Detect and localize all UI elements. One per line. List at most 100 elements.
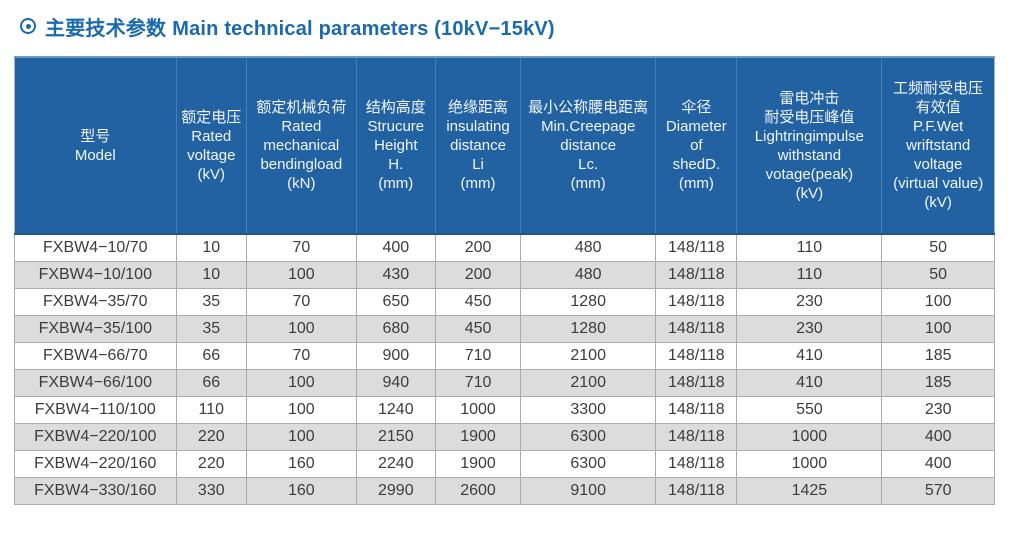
- value-cell: 185: [881, 369, 995, 397]
- column-header-line: of: [690, 137, 703, 154]
- value-cell: 1240: [355, 396, 436, 424]
- value-cell: 100: [881, 288, 995, 316]
- column-header-line: wriftstand: [906, 137, 971, 154]
- column-header-line: 最小公称腰电距离: [528, 99, 649, 116]
- column-header-rated-voltage: 额定电压 Rated voltage (kV): [175, 56, 247, 235]
- value-cell: 10: [175, 233, 248, 262]
- value-cell: 110: [175, 396, 248, 424]
- value-cell: 450: [434, 315, 522, 343]
- value-cell: 100: [246, 396, 357, 424]
- column-header-line: 结构高度: [365, 99, 426, 116]
- value-cell: 148/118: [655, 288, 738, 316]
- model-cell: FXBW4−10/70: [14, 233, 177, 262]
- circle-dot-icon: [20, 18, 36, 34]
- value-cell: 450: [434, 288, 522, 316]
- column-header-line: voltage: [187, 146, 236, 164]
- value-cell: 10: [175, 261, 248, 289]
- column-header-line: 工频耐受电压: [893, 80, 984, 97]
- table-header-row: 型号 Model 额定电压 Rated voltage (kV) 额定机械负荷 Rated me…: [14, 56, 995, 235]
- value-cell: 2150: [355, 423, 436, 451]
- value-cell: 148/118: [655, 477, 738, 505]
- column-header-shed-diameter: 伞径 Diameter of shedD. (mm): [655, 56, 737, 235]
- value-cell: 230: [736, 315, 883, 343]
- column-header-line: withstand: [777, 146, 842, 164]
- model-cell: FXBW4−330/160: [14, 477, 177, 505]
- column-header-line: votage(peak): [765, 165, 854, 183]
- value-cell: 148/118: [655, 342, 738, 370]
- column-header-structure-height: 结构高度 Strucure Height H. (mm): [355, 56, 436, 235]
- value-cell: 480: [520, 233, 657, 262]
- value-cell: 200: [434, 233, 522, 262]
- column-header-line: 绝缘距离: [448, 99, 509, 116]
- value-cell: 900: [355, 342, 436, 370]
- column-header-line: Li: [472, 156, 484, 173]
- value-cell: 148/118: [655, 261, 738, 289]
- column-header-bending-load: 额定机械负荷 Rated mechanical bendingload (kN): [246, 56, 357, 235]
- value-cell: 650: [355, 288, 436, 316]
- value-cell: 70: [246, 288, 357, 316]
- value-cell: 148/118: [655, 315, 738, 343]
- value-cell: 110: [736, 261, 883, 289]
- column-header-lightning-impulse: 雷电冲击 耐受电压峰值 Lightringimpulse withstand votag…: [736, 56, 882, 235]
- model-cell: FXBW4−220/160: [14, 450, 177, 478]
- value-cell: 160: [246, 477, 357, 505]
- column-header-line: Diameter: [665, 118, 727, 135]
- column-header-line: Lightringimpulse: [754, 127, 865, 145]
- value-cell: 550: [736, 396, 883, 424]
- model-cell: FXBW4−110/100: [14, 396, 177, 424]
- table-row: FXBW4−35/100 35 100 680 450 1280 148/118 230 100: [14, 315, 995, 343]
- parameters-table: 型号 Model 额定电压 Rated voltage (kV) 额定机械负荷 Rated me…: [14, 56, 995, 505]
- value-cell: 100: [246, 423, 357, 451]
- table-row: FXBW4−66/100 66 100 940 710 2100 148/118 410 185: [14, 369, 995, 397]
- value-cell: 9100: [520, 477, 657, 505]
- model-cell: FXBW4−220/100: [14, 423, 177, 451]
- table-body: FXBW4−10/70 10 70 400 200 480 148/118 110 50 FXBW…: [14, 233, 995, 505]
- column-header-line: Height: [374, 137, 418, 154]
- value-cell: 410: [736, 342, 883, 370]
- column-header-line: shedD.: [672, 156, 721, 173]
- value-cell: 100: [246, 261, 357, 289]
- value-cell: 100: [246, 315, 357, 343]
- value-cell: 3300: [520, 396, 657, 424]
- table-row: FXBW4−35/70 35 70 650 450 1280 148/118 230 100: [14, 288, 995, 316]
- value-cell: 35: [175, 315, 248, 343]
- column-header-line: Rated: [281, 118, 322, 135]
- value-cell: 400: [881, 423, 995, 451]
- column-header-line: 额定机械负荷: [256, 99, 347, 116]
- table-row: FXBW4−110/100 110 100 1240 1000 3300 148/118 55…: [14, 396, 995, 424]
- value-cell: 148/118: [655, 233, 738, 262]
- column-header-line: voltage: [913, 156, 963, 173]
- value-cell: 6300: [520, 423, 657, 451]
- value-cell: 148/118: [655, 450, 738, 478]
- column-header-line: (virtual value): [893, 175, 984, 192]
- section-title: 主要技术参数 Main technical parameters (10kV−15…: [20, 12, 995, 40]
- value-cell: 66: [175, 342, 248, 370]
- value-cell: 1000: [736, 450, 883, 478]
- column-header-line: 耐受电压峰值: [764, 108, 855, 126]
- table-header: 型号 Model 额定电压 Rated voltage (kV) 额定机械负荷 Rated me…: [14, 56, 995, 235]
- column-header-line: mechanical: [263, 137, 340, 154]
- column-header-line: 额定电压: [181, 108, 242, 126]
- value-cell: 400: [355, 233, 436, 262]
- value-cell: 220: [175, 423, 248, 451]
- value-cell: 570: [881, 477, 995, 505]
- column-header-line: 伞径: [681, 99, 712, 116]
- column-header-line: H.: [388, 156, 404, 173]
- column-header-pf-wet-withstand: 工频耐受电压 有效值 P.F.Wet wriftstand voltage (virtua…: [881, 56, 995, 235]
- value-cell: 50: [881, 261, 995, 289]
- column-header-line: Rated: [191, 127, 232, 145]
- value-cell: 70: [246, 342, 357, 370]
- value-cell: 2240: [355, 450, 436, 478]
- value-cell: 100: [246, 369, 357, 397]
- value-cell: 2100: [520, 342, 657, 370]
- model-cell: FXBW4−66/70: [14, 342, 177, 370]
- column-header-line: (kV): [924, 194, 952, 211]
- table-row: FXBW4−66/70 66 70 900 710 2100 148/118 410 185: [14, 342, 995, 370]
- page-title: 主要技术参数 Main technical parameters (10kV−15…: [45, 12, 555, 41]
- table-row: FXBW4−10/100 10 100 430 200 480 148/118 110 50: [14, 261, 995, 289]
- column-header-line: 有效值: [915, 99, 961, 116]
- value-cell: 185: [881, 342, 995, 370]
- column-header-line: (mm): [460, 175, 496, 192]
- column-header-line: bendingload: [260, 156, 343, 173]
- value-cell: 1425: [736, 477, 883, 505]
